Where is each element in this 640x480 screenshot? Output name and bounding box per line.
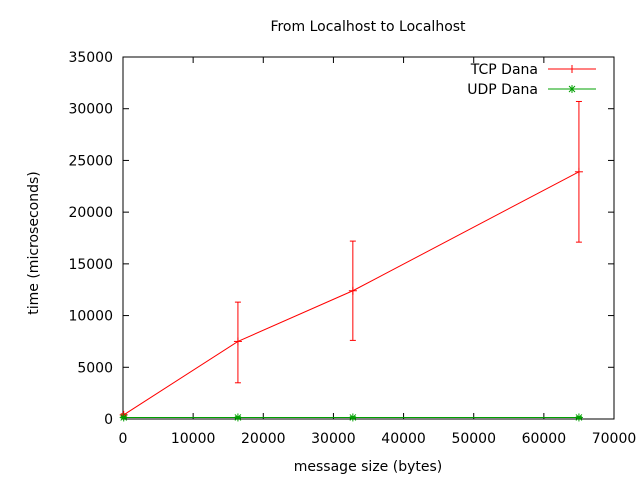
y-tick-label-6: 30000 bbox=[68, 102, 113, 118]
x-tick-label-7: 70000 bbox=[592, 431, 637, 447]
legend-marker-1 bbox=[568, 85, 576, 93]
x-tick-label-6: 60000 bbox=[522, 431, 567, 447]
plot-frame bbox=[122, 56, 615, 420]
x-tick-label-3: 30000 bbox=[311, 431, 356, 447]
point-1-1-stroke-3 bbox=[234, 414, 242, 421]
x-tick-label-5: 50000 bbox=[451, 431, 496, 447]
series-layer bbox=[119, 100, 583, 422]
point-1-3 bbox=[574, 413, 583, 422]
y-tick-label-4: 20000 bbox=[68, 205, 113, 221]
x-tick-label-2: 20000 bbox=[241, 431, 286, 447]
x-tick-label-4: 40000 bbox=[381, 431, 426, 447]
point-1-2 bbox=[348, 413, 357, 422]
series-0 bbox=[119, 100, 583, 419]
point-1-3-stroke-3 bbox=[575, 414, 583, 421]
series-1 bbox=[119, 413, 583, 422]
y-tick-label-2: 10000 bbox=[68, 309, 113, 325]
point-1-1 bbox=[233, 413, 242, 422]
y-axis-label: time (microseconds) bbox=[26, 171, 42, 314]
point-0-1 bbox=[233, 337, 242, 346]
point-0-2 bbox=[348, 286, 357, 295]
x-tick-label-1: 10000 bbox=[171, 431, 216, 447]
point-1-2-stroke-3 bbox=[349, 414, 357, 421]
legend-marker-1-stroke-3 bbox=[568, 85, 576, 93]
x-axis-label: message size (bytes) bbox=[294, 459, 442, 475]
y-tick-label-7: 35000 bbox=[68, 50, 113, 66]
legend: TCP Dana UDP Dana bbox=[467, 62, 596, 98]
y-tick-label-3: 15000 bbox=[68, 257, 113, 273]
point-1-0 bbox=[119, 413, 128, 422]
legend-label-0: TCP Dana bbox=[470, 62, 538, 78]
series-line-0 bbox=[123, 171, 580, 416]
y-tick-label-5: 25000 bbox=[68, 153, 113, 169]
legend-label-1: UDP Dana bbox=[467, 82, 538, 98]
y-tick-label-1: 5000 bbox=[77, 360, 113, 376]
legend-marker-0 bbox=[568, 65, 576, 73]
axes: 0 10000 20000 30000 40000 50000 60000 70000 0 500… bbox=[68, 50, 636, 447]
x-tick-label-0: 0 bbox=[119, 431, 128, 447]
y-tick-label-0: 0 bbox=[104, 412, 113, 428]
point-1-0-stroke-3 bbox=[120, 414, 128, 421]
chart-title: From Localhost to Localhost bbox=[270, 19, 466, 35]
point-0-3 bbox=[574, 167, 583, 176]
